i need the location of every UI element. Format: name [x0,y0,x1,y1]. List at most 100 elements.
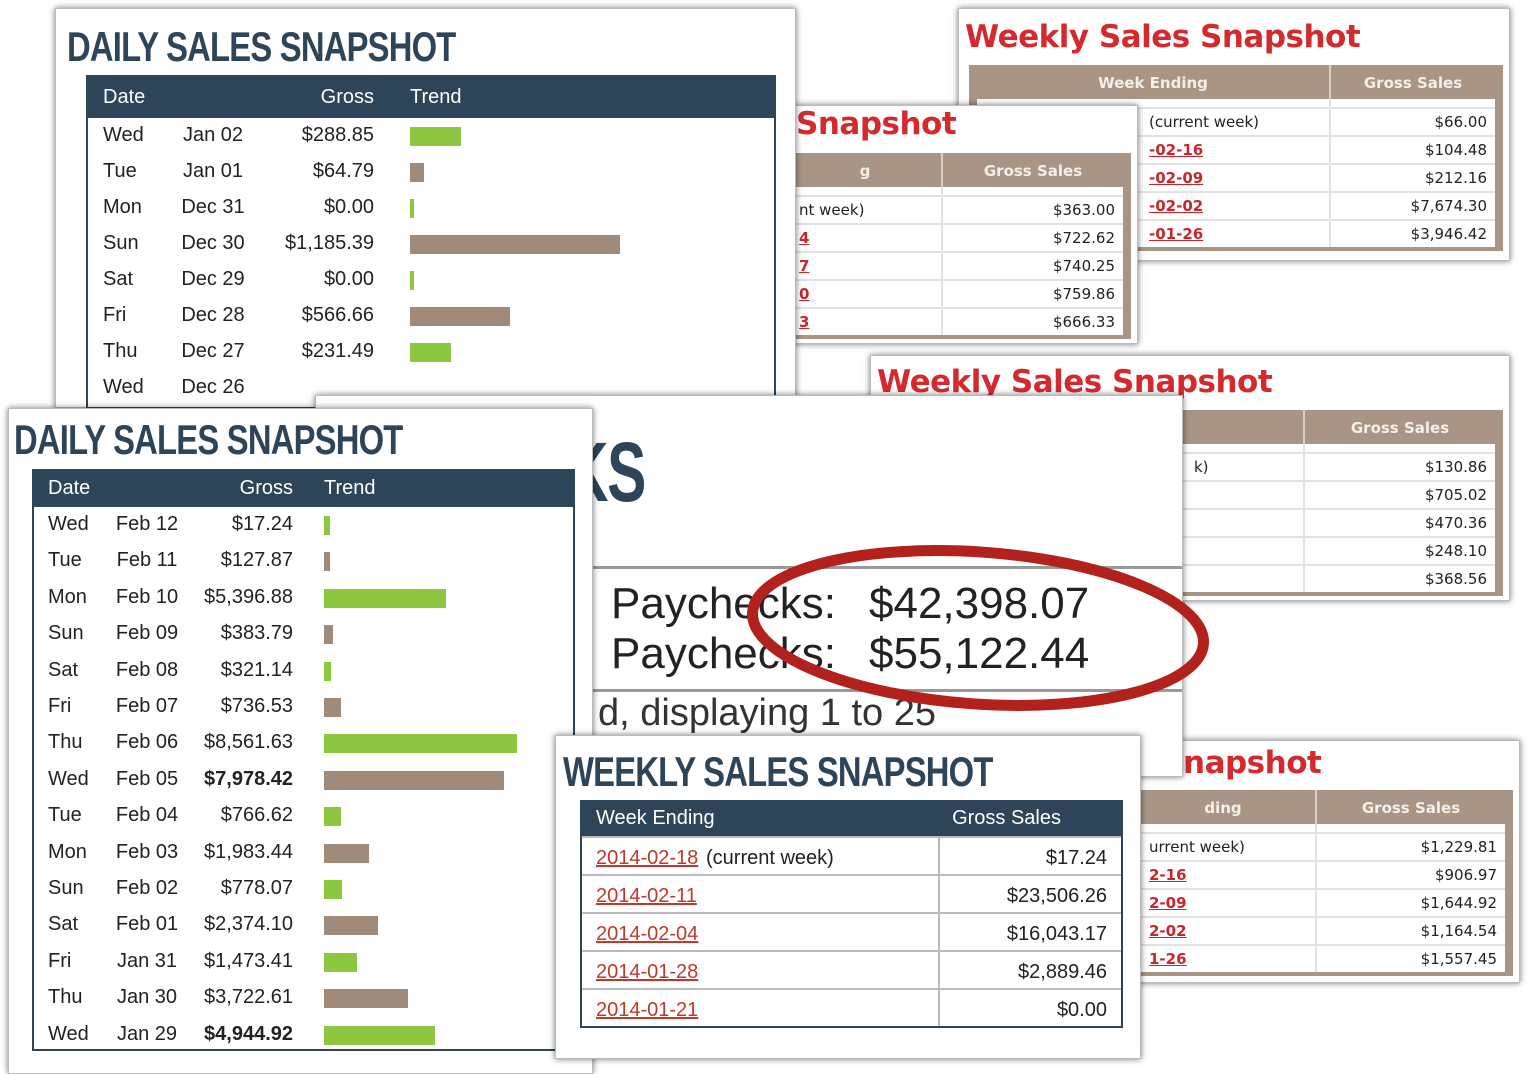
column-header-gross[interactable]: Gross [320,85,374,108]
table-row: k) $130.86 [889,452,1495,480]
weekly-table: g Gross Sales nt week) $363.00 4 $722.62 7 $740… [781,153,1131,339]
week-ending-link[interactable]: -02-02 [1149,197,1204,215]
week-ending-cell: urrent week) [1149,838,1245,856]
gross-sales-cell: $368.56 [1424,570,1487,588]
week-ending-link[interactable]: -01-26 [1149,225,1204,243]
column-header-week-ending[interactable]: ding [1204,799,1242,817]
week-ending-cell: k) [1194,458,1209,476]
column-header-week-ending[interactable]: Week Ending [596,807,715,829]
date-cell: Feb 11 [116,549,178,572]
table-header: Date Gross Trend [88,75,774,118]
week-ending-link[interactable]: 2014-02-18 [596,847,699,869]
trend-bar [324,989,408,1009]
week-ending-cell: (current week) [1149,113,1259,131]
gross-cell: $231.49 [301,340,374,362]
week-ending-link[interactable]: 1-26 [1149,950,1187,968]
daily-sales-card-back: DAILY SALES SNAPSHOT Date Gross Trend Wed Ja… [55,8,796,409]
table-row: Tue Jan 01 $64.79 [88,160,774,196]
trend-bar [324,734,517,754]
table-row: nt week) $363.00 [789,195,1123,223]
gross-sales-cell: $2,889.46 [1018,961,1107,983]
table-row: 2014-02-04 $16,043.17 [582,912,1121,950]
trend-bar [410,199,414,218]
week-ending-link[interactable]: 2014-02-11 [596,885,697,907]
column-header-date[interactable]: Date [48,477,91,499]
table-row: 2014-01-21 $0.00 [582,988,1121,1026]
week-ending-link[interactable]: -02-09 [1149,169,1204,187]
column-header-gross[interactable]: Gross [239,477,293,499]
trend-bar [324,516,330,535]
day-cell: Wed [103,124,144,146]
day-cell: Fri [48,695,72,717]
table-row: Thu Jan 30 $3,722.61 [34,986,573,1022]
column-header-week-ending[interactable]: Week Ending [1098,74,1208,92]
table-row: urrent week) $1,229.81 [1131,832,1505,860]
trend-bar [410,343,451,362]
day-cell: Fri [103,304,127,326]
table-row: 4 $722.62 [789,223,1123,251]
gross-cell: $2,374.10 [204,913,293,936]
gross-sales-cell: $1,644.92 [1420,894,1497,912]
column-divider [938,836,940,1026]
column-header-trend[interactable]: Trend [324,477,376,499]
day-cell: Wed [48,767,89,790]
column-header-gross-sales[interactable]: Gross Sales [1363,74,1463,92]
week-ending-link[interactable]: -02-16 [1149,141,1204,159]
table-row: 2014-01-28 $2,889.46 [582,950,1121,988]
week-ending-link[interactable]: 2014-01-28 [596,961,699,983]
gross-sales-cell: $130.86 [1424,458,1487,476]
column-divider [941,153,943,187]
table-row: Wed Dec 26 [88,376,774,412]
trend-bar [324,698,341,717]
gross-sales-cell: $0.00 [1056,999,1107,1021]
paychecks-line-1-value: $42,398.07 [869,579,1090,628]
column-header-gross-sales[interactable]: Gross Sales [1350,419,1450,437]
trend-bar [324,588,446,608]
week-ending-link[interactable]: 2-16 [1149,866,1187,884]
gross-cell: $17.24 [231,513,293,535]
week-ending-link[interactable]: 3 [799,313,810,331]
trend-bar [324,952,358,972]
gross-sales-cell: $104.48 [1424,141,1487,159]
gross-cell: $383.79 [220,622,293,645]
card-title: Weekly Sales Snapshot [965,19,1361,55]
gross-cell: $0.00 [323,268,374,290]
day-cell: Mon [103,196,142,218]
table-row: Mon Feb 10 $5,396.88 [34,586,573,622]
table-row: -02-09 $212.16 [977,163,1495,191]
gross-sales-cell: $212.16 [1424,169,1487,187]
column-header-gross-sales[interactable]: Gross Sales [1361,799,1461,817]
gross-cell: $778.07 [220,877,293,899]
gross-cell: $0.00 [323,196,374,218]
trend-bar [324,843,369,863]
column-divider [1329,99,1331,247]
table-row: Sat Dec 29 $0.00 [88,268,774,304]
column-header-trend[interactable]: Trend [410,85,462,108]
gross-cell: $64.79 [312,160,374,182]
date-cell: Feb 02 [115,877,179,899]
column-header-week-ending[interactable]: g [859,162,871,180]
column-header-gross-sales[interactable]: Gross Sales [983,162,1083,180]
paychecks-line-2-value: $55,122.44 [869,629,1090,678]
trend-bar [324,552,330,572]
card-title: Weekly Sales Snapshot [877,364,1273,400]
trend-bar [324,807,342,827]
day-cell: Fri [48,949,72,972]
trend-bar [410,235,620,254]
week-ending-link[interactable]: 2014-01-21 [596,999,699,1021]
week-ending-link[interactable]: 2-09 [1149,894,1187,912]
week-ending-link[interactable]: 2014-02-04 [596,923,699,945]
column-header-gross-sales[interactable]: Gross Sales [952,807,1061,829]
column-divider [1303,444,1305,592]
week-ending-link[interactable]: 4 [799,229,810,247]
gross-cell: $127.87 [220,549,293,572]
card-title: Snapshot [796,106,957,142]
card-title: DAILY SALES SNAPSHOT [14,416,403,463]
column-header-date[interactable]: Date [103,85,146,108]
week-ending-link[interactable]: 0 [799,285,810,303]
table-row: Wed Jan 02 $288.85 [88,124,774,160]
table-row: 2-09 $1,644.92 [1131,888,1505,916]
card-title: napshot [1183,745,1322,781]
week-ending-link[interactable]: 2-02 [1149,922,1187,940]
week-ending-link[interactable]: 7 [799,257,810,275]
